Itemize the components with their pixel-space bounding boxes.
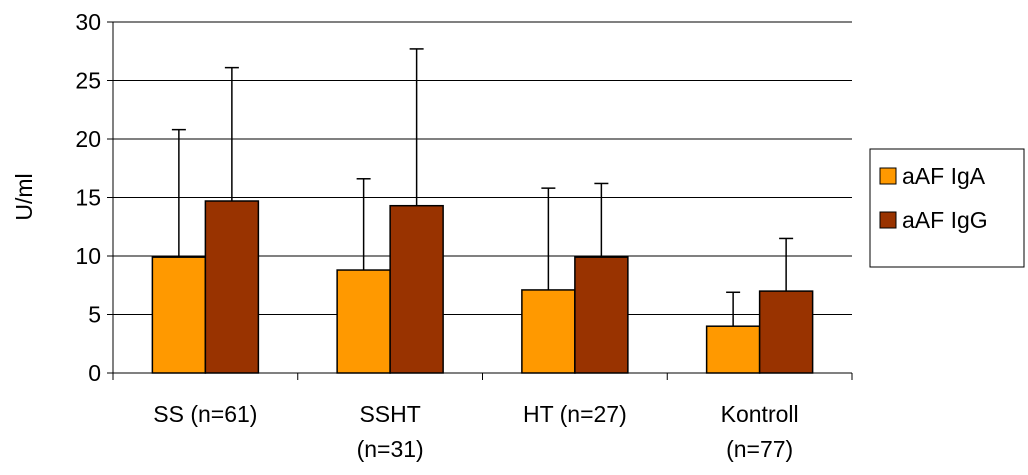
bar-aaf-igg — [389, 204, 444, 374]
y-tick-label: 30 — [75, 9, 101, 35]
legend-label: aAF IgG — [902, 207, 988, 233]
x-category-label: Kontroll — [721, 401, 799, 427]
axes — [107, 21, 853, 380]
legend-swatch — [879, 211, 897, 229]
legend: aAF IgA aAF IgG — [869, 148, 1025, 268]
error-bars — [171, 48, 794, 327]
bar-aaf-iga — [521, 289, 576, 374]
y-tick-label: 0 — [88, 360, 101, 386]
y-axis-title: U/ml — [11, 173, 37, 220]
bar-aaf-iga — [336, 269, 391, 374]
x-category-label: (n=31) — [357, 436, 424, 462]
x-category-label: (n=77) — [726, 436, 793, 462]
bar-aaf-igg — [204, 200, 260, 374]
legend-label: aAF IgA — [902, 163, 986, 189]
x-category-label: HT (n=27) — [523, 401, 627, 427]
y-tick-label: 25 — [75, 68, 101, 94]
bar-aaf-igg — [758, 290, 814, 374]
y-tick-label: 10 — [75, 243, 101, 269]
y-tick-label: 5 — [88, 302, 101, 328]
x-category-label: SSHT — [359, 401, 420, 427]
bar-aaf-iga — [151, 256, 207, 374]
bar-aaf-igg — [574, 256, 629, 374]
bar-aaf-iga — [705, 325, 761, 374]
y-tick-label: 20 — [75, 126, 101, 152]
legend-swatch — [879, 167, 897, 185]
x-category-label: SS (n=61) — [153, 401, 257, 427]
y-tick-label: 15 — [75, 185, 101, 211]
labels: 0 5 10 15 20 25 30 SS (n=61) SSHT (n=31) HT (n=27)… — [75, 9, 798, 462]
bars — [151, 200, 814, 374]
